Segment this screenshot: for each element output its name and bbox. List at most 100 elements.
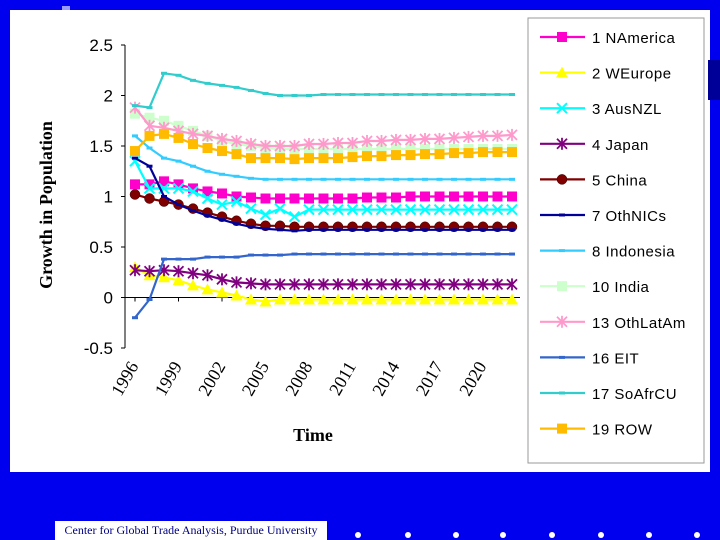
data-point bbox=[393, 177, 399, 181]
data-point bbox=[187, 185, 199, 198]
data-point bbox=[362, 192, 372, 203]
data-point bbox=[187, 127, 199, 140]
chart-panel: 2.5 2 1.5 1 0.5 0 -0.5 1996 1999 2002 2005 2008 201… bbox=[10, 10, 710, 472]
data-point bbox=[434, 149, 445, 160]
data-point bbox=[335, 228, 341, 232]
data-point bbox=[509, 252, 515, 256]
nav-dot[interactable] bbox=[694, 532, 700, 538]
data-point bbox=[390, 278, 402, 291]
data-point bbox=[491, 129, 504, 142]
data-point bbox=[349, 252, 356, 256]
data-point bbox=[506, 293, 518, 305]
corner-mark bbox=[62, 6, 70, 10]
data-point bbox=[143, 182, 156, 195]
data-point bbox=[288, 278, 301, 291]
data-point bbox=[390, 133, 402, 146]
data-point bbox=[422, 177, 428, 181]
data-point bbox=[364, 177, 370, 181]
data-point bbox=[146, 146, 153, 150]
data-point bbox=[291, 94, 298, 97]
legend-label: 4 Japan bbox=[592, 137, 649, 154]
data-point bbox=[376, 151, 387, 162]
data-point bbox=[245, 137, 257, 150]
data-point bbox=[248, 253, 254, 257]
data-point bbox=[480, 252, 486, 256]
data-point bbox=[275, 193, 285, 204]
data-point bbox=[245, 202, 257, 215]
data-point bbox=[509, 92, 515, 96]
data-point bbox=[506, 203, 518, 216]
data-point bbox=[393, 92, 399, 96]
x-tick-label: 1999 bbox=[151, 358, 186, 399]
series-2 bbox=[129, 261, 518, 307]
legend-marker bbox=[557, 281, 567, 292]
data-point bbox=[159, 115, 169, 126]
data-point bbox=[275, 153, 285, 164]
legend-label: 17 SoAfrCU bbox=[592, 386, 677, 403]
nav-dot[interactable] bbox=[500, 532, 506, 538]
data-point bbox=[347, 152, 358, 163]
data-point bbox=[492, 147, 503, 158]
data-point bbox=[233, 255, 240, 259]
data-point bbox=[303, 137, 315, 150]
data-point bbox=[129, 189, 141, 200]
data-point bbox=[436, 252, 443, 256]
data-point bbox=[404, 203, 417, 216]
data-point bbox=[288, 210, 301, 223]
data-point bbox=[204, 81, 211, 85]
nav-dot[interactable] bbox=[355, 532, 361, 538]
data-point bbox=[346, 136, 359, 149]
data-point bbox=[478, 191, 488, 202]
population-growth-chart: 2.5 2 1.5 1 0.5 0 -0.5 1996 1999 2002 2005 2008 201… bbox=[36, 17, 705, 464]
series-10 bbox=[132, 252, 515, 320]
series-1 bbox=[130, 176, 517, 204]
data-point bbox=[233, 222, 240, 226]
data-point bbox=[509, 228, 515, 232]
data-point bbox=[277, 94, 283, 97]
nav-dot[interactable] bbox=[646, 532, 652, 538]
data-point bbox=[132, 156, 138, 160]
data-point bbox=[391, 192, 401, 203]
data-point bbox=[465, 92, 472, 96]
nav-dot[interactable] bbox=[549, 532, 555, 538]
y-tick-label: 1 bbox=[104, 188, 113, 207]
data-point bbox=[378, 177, 385, 181]
data-point bbox=[407, 252, 414, 256]
data-point bbox=[130, 179, 140, 190]
data-point bbox=[233, 85, 240, 89]
x-tick-label: 2014 bbox=[368, 358, 403, 399]
data-point bbox=[303, 203, 315, 216]
data-point bbox=[216, 273, 228, 286]
data-point bbox=[201, 283, 214, 295]
data-point bbox=[347, 193, 358, 204]
nav-dot[interactable] bbox=[405, 532, 411, 538]
legend-item: 5 China bbox=[540, 172, 647, 189]
data-point bbox=[480, 228, 486, 232]
series-12 bbox=[130, 128, 517, 165]
data-point bbox=[335, 252, 341, 256]
nav-dot[interactable] bbox=[598, 532, 604, 538]
nav-dot[interactable] bbox=[453, 532, 459, 538]
data-point bbox=[188, 138, 198, 149]
x-tick-label: 2002 bbox=[194, 358, 229, 399]
data-point bbox=[146, 164, 153, 168]
data-point bbox=[143, 265, 156, 278]
data-point bbox=[393, 228, 399, 232]
data-point bbox=[306, 228, 312, 232]
data-point bbox=[260, 193, 271, 204]
data-point bbox=[375, 278, 388, 291]
side-tab bbox=[708, 60, 720, 100]
legend-label: 1 NAmerica bbox=[592, 30, 676, 47]
data-point bbox=[347, 144, 358, 155]
data-point bbox=[362, 144, 372, 155]
data-point bbox=[161, 156, 167, 160]
data-point bbox=[333, 193, 343, 204]
data-point bbox=[304, 153, 314, 164]
legend-item: 4 Japan bbox=[540, 137, 649, 154]
data-point bbox=[361, 203, 373, 216]
data-point bbox=[462, 203, 475, 216]
data-point bbox=[376, 144, 387, 155]
data-point bbox=[378, 228, 385, 232]
legend-label: 2 WEurope bbox=[592, 66, 672, 83]
data-point bbox=[230, 195, 243, 208]
